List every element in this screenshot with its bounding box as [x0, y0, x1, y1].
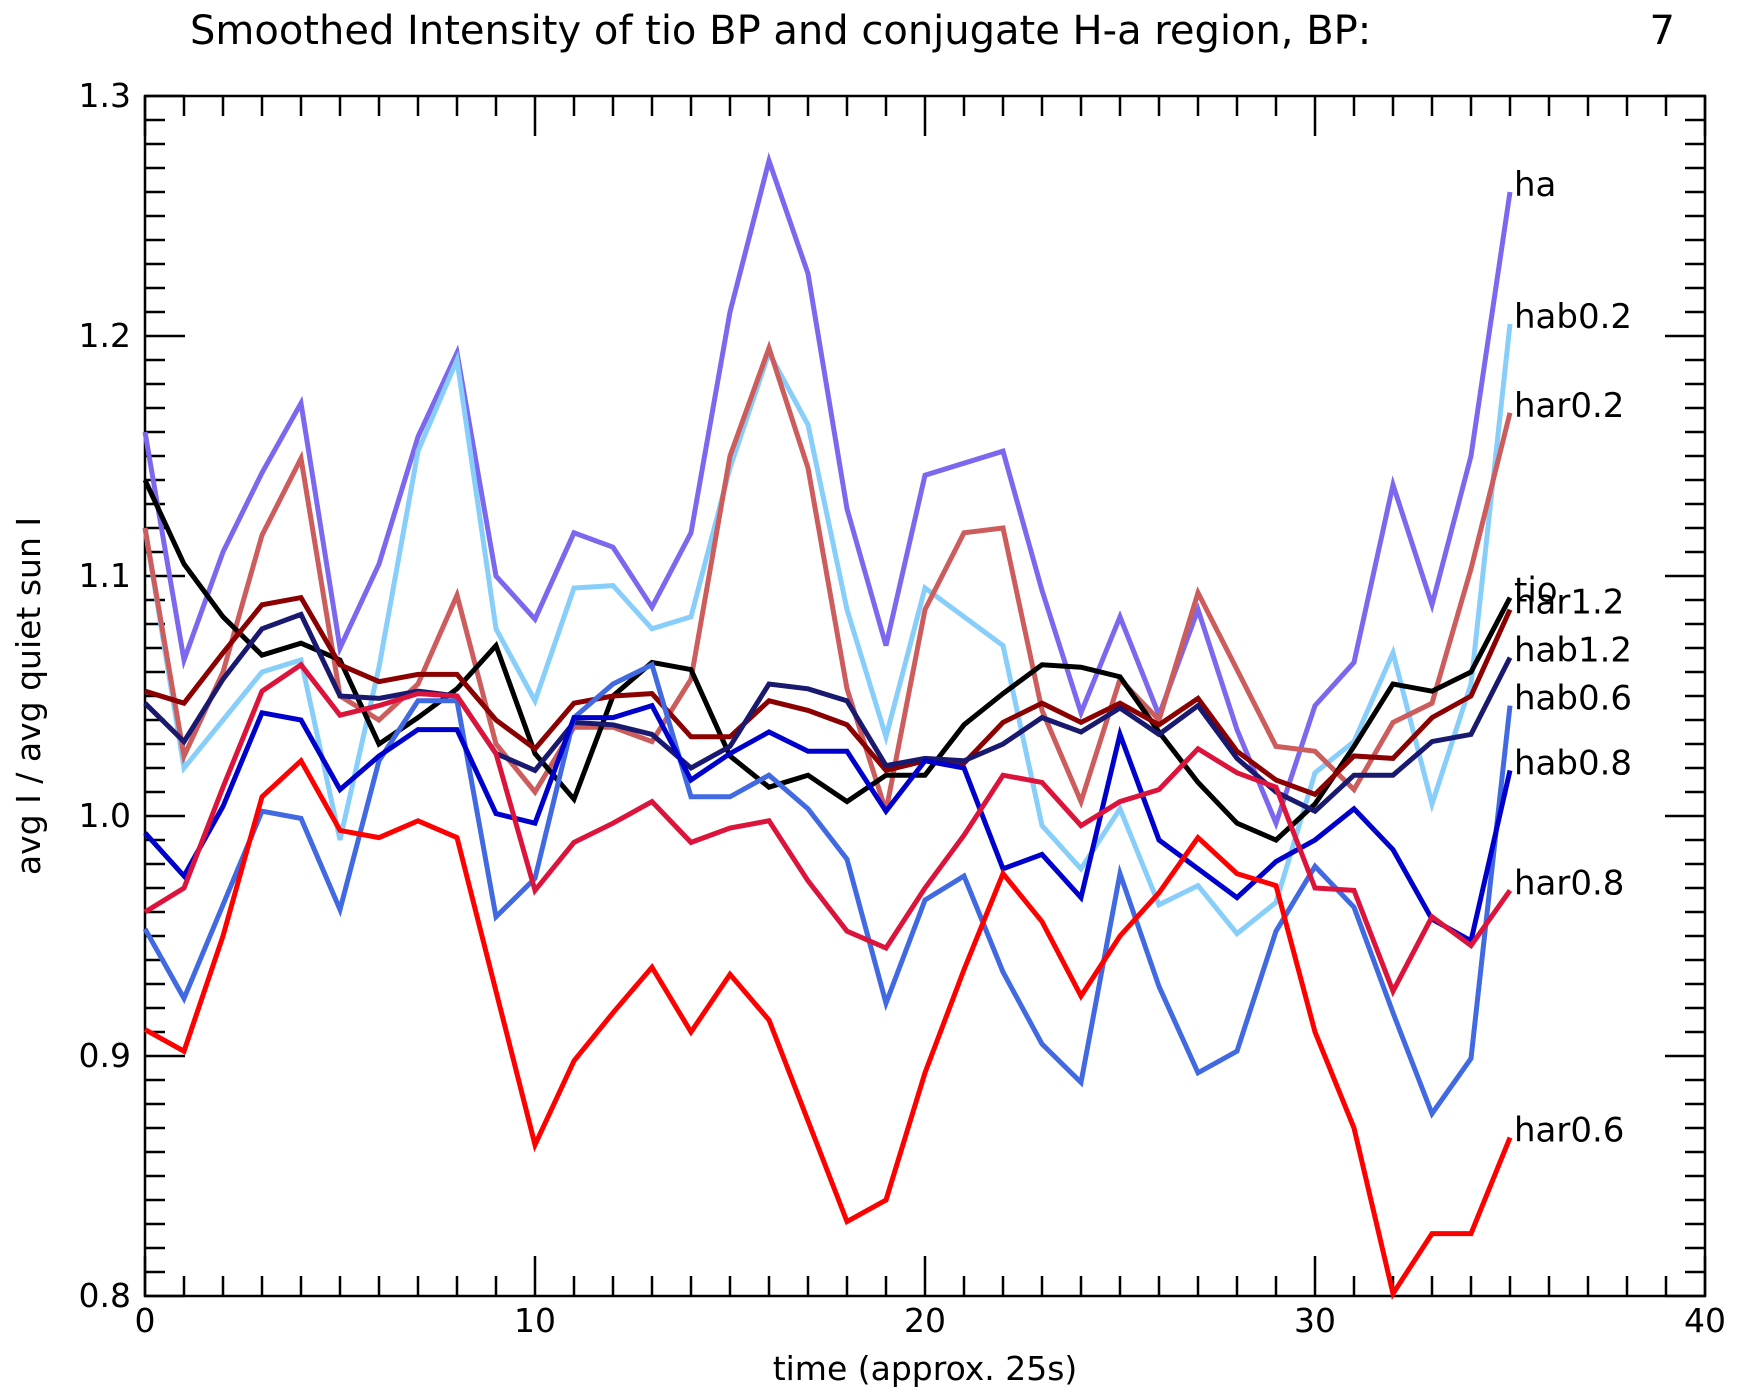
series-label-hab0-6: hab0.6 [1514, 679, 1632, 719]
series-line-har0-8 [143, 661, 1513, 998]
y-tick-label: 1.3 [79, 76, 131, 115]
series-label-ha: ha [1514, 165, 1556, 205]
x-tick-label: 10 [514, 1301, 556, 1340]
x-tick-labels: 0 10 20 30 40 [135, 1301, 1727, 1340]
chart-title: Smoothed Intensity of tio BP and conjuga… [190, 8, 1675, 54]
series-line-hab0-8 [143, 702, 1513, 945]
chart-title-text: Smoothed Intensity of tio BP and conjuga… [190, 8, 1371, 54]
series-label-har0-8: har0.8 [1514, 863, 1624, 903]
y-tick-label: 1.1 [79, 556, 131, 595]
chart-title-value: 7 [1650, 8, 1675, 54]
series-label-hab0-2: hab0.2 [1514, 297, 1632, 337]
series-label-har0-6: har0.6 [1514, 1111, 1624, 1151]
y-tick-label: 1.2 [79, 316, 131, 355]
x-tick-label: 20 [904, 1301, 946, 1340]
series-label-har0-2: har0.2 [1514, 386, 1624, 426]
series-line-hab1-2 [143, 611, 1513, 815]
y-axis-title: avg I / avg quiet sun I [9, 517, 48, 875]
series-line-har0-6 [143, 756, 1513, 1300]
y-tick-label: 1.0 [79, 796, 131, 835]
y-tick-label: 0.9 [79, 1036, 131, 1075]
series-lines [142, 152, 1513, 1300]
x-tick-label: 30 [1294, 1301, 1336, 1340]
y-tick-label: 0.8 [79, 1276, 131, 1315]
series-line-hab0-6 [142, 661, 1513, 1119]
y-tick-labels: 0.8 0.9 1.0 1.1 1.2 1.3 [79, 76, 131, 1315]
x-axis-title: time (approx. 25s) [773, 1349, 1078, 1388]
x-tick-label: 0 [135, 1301, 156, 1340]
series-label-hab0-8: hab0.8 [1514, 743, 1632, 783]
series-line-har0-2 [142, 340, 1513, 812]
series-label-hab1-2: hab1.2 [1514, 631, 1632, 671]
series-line-tio [142, 478, 1513, 843]
series-line-har1-2 [144, 594, 1513, 798]
series-label-tio: tio [1514, 571, 1558, 611]
x-tick-label: 40 [1684, 1301, 1726, 1340]
series-label-har1-2: har1.2 [1514, 583, 1624, 623]
series-line-ha [142, 152, 1513, 831]
